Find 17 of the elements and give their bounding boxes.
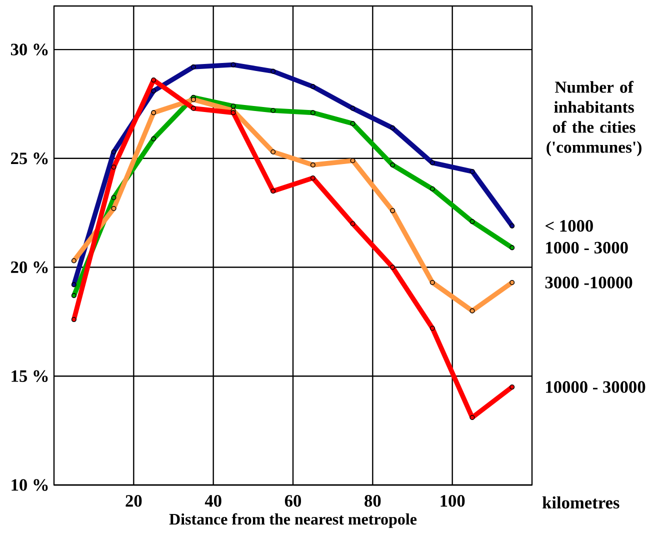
series-label: 3000 -10000 [545, 276, 632, 288]
series-label: < 1000 [546, 220, 593, 232]
y-tick-label: 25 % [11, 152, 48, 164]
y-tick-label: 30 % [10, 44, 48, 56]
series-label: 1000 - 3000 [546, 242, 628, 254]
legend-title: Number of inhabitants of the cities ('communes') [546, 80, 642, 156]
series-label: 10000 - 30000 [546, 381, 646, 393]
x-tick-label: 80 [364, 495, 381, 507]
y-tick-label: 10 % [12, 479, 48, 491]
x-tick-label: 100 [440, 495, 465, 507]
x-tick-label: 60 [284, 495, 302, 507]
x-tick-label: 20 [126, 495, 142, 507]
text: kilometres [542, 496, 620, 509]
y-tick-label: 20 % [11, 261, 48, 274]
x-tick-label: 40 [204, 495, 222, 507]
y-tick-label: 15 % [12, 370, 48, 382]
x-axis-title: Distance from the nearest metropole [169, 513, 417, 528]
